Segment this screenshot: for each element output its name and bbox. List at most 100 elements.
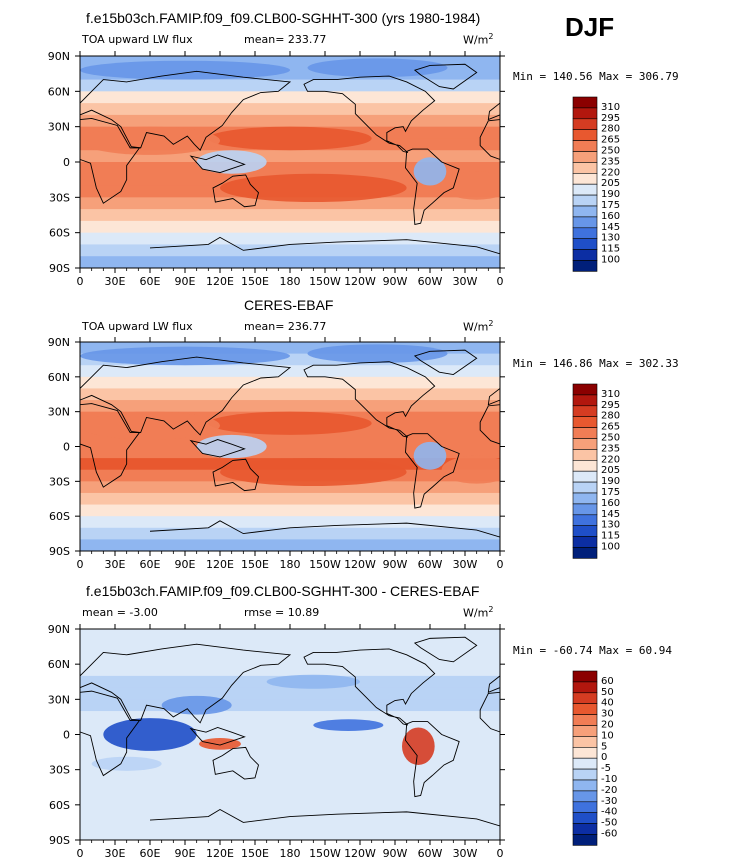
colorbar-swatch [572, 194, 598, 207]
coastline-eurasia [487, 102, 500, 121]
colorbar-swatch [572, 260, 598, 272]
contour-band [80, 828, 500, 840]
colorbar-label: 310 [601, 102, 620, 113]
panel-1-minmax: Min = 140.56 Max = 306.79 [513, 70, 679, 83]
colorbar-label: 10 [601, 730, 614, 741]
contour-region [208, 411, 372, 435]
x-tick-label: 30E [105, 275, 126, 288]
contour-band [80, 492, 500, 506]
colorbar-swatch [572, 227, 598, 240]
colorbar-label: 250 [601, 433, 620, 444]
colorbar-label: 30 [601, 709, 614, 720]
contour-band [80, 687, 500, 700]
colorbar-label: 235 [601, 156, 620, 167]
y-tick-label: 30N [48, 693, 70, 706]
coastline-samerica [405, 148, 460, 225]
colorbar-swatch [572, 173, 598, 185]
panel-3-minmax: Min = -60.74 Max = 60.94 [513, 644, 672, 657]
colorbar-label: 235 [601, 443, 620, 454]
coastline-greenland [413, 63, 478, 90]
y-tick-label: 0 [63, 729, 70, 742]
colorbar-swatch [572, 481, 598, 494]
coastline-indonesia [189, 154, 246, 174]
colorbar-label: 130 [601, 520, 620, 531]
coastline-indonesia [189, 726, 246, 746]
panel-3-center-label: rmse = 10.89 [244, 606, 320, 619]
contour-band [80, 220, 500, 234]
contour-band [80, 481, 500, 494]
colorbar-swatch [572, 536, 598, 548]
colorbar-label: 50 [601, 687, 614, 698]
x-tick-label: 90E [175, 847, 196, 860]
x-tick-label: 120E [206, 847, 234, 860]
colorbar-swatch [572, 118, 598, 131]
colorbar-swatch [572, 129, 598, 141]
colorbar-label: -5 [601, 763, 611, 774]
coastline-eurasia [487, 387, 500, 406]
x-tick-label: 180 [280, 558, 301, 571]
colorbar-swatch [572, 438, 598, 450]
y-tick-label: 60S [49, 510, 70, 523]
colorbar-swatch [572, 757, 598, 770]
coastline-namerica [303, 75, 436, 154]
colorbar-swatch [572, 746, 598, 759]
x-tick-label: 60W [418, 847, 443, 860]
contour-region [220, 173, 407, 203]
contour-region [161, 695, 232, 715]
x-tick-label: 120W [344, 558, 376, 571]
contour-band [80, 746, 500, 759]
colorbar-label: 280 [601, 411, 620, 422]
contour-band [80, 400, 500, 413]
y-tick-label: 60N [48, 85, 70, 98]
contour-band [80, 162, 500, 175]
y-tick-label: 90N [48, 336, 70, 349]
coastline-samerica [405, 433, 460, 509]
y-tick-label: 90N [48, 50, 70, 63]
colorbar-swatch [572, 547, 598, 559]
contour-band [80, 781, 500, 794]
x-tick-label: 0 [77, 847, 84, 860]
x-tick-label: 60E [140, 558, 161, 571]
colorbar-2: 3102952802652502352202051901751601451301… [572, 383, 620, 559]
contour-region [220, 458, 407, 486]
contour-band [80, 150, 500, 163]
colorbar-label: 145 [601, 222, 620, 233]
contour-band [80, 757, 500, 771]
colorbar-label: 250 [601, 146, 620, 157]
y-tick-label: 60S [49, 227, 70, 240]
contour-region [266, 674, 361, 689]
colorbar-swatch [572, 216, 598, 229]
colorbar-label: -60 [601, 829, 617, 840]
coastline-antarctica [80, 236, 500, 268]
coastline-eurasia [80, 643, 292, 724]
contour-band [80, 197, 500, 210]
y-tick-label: 30N [48, 121, 70, 134]
y-tick-label: 30S [49, 475, 70, 488]
x-tick-label: 30W [453, 275, 478, 288]
panel-3-units: W/m2 [463, 605, 494, 620]
colorbar-swatch [572, 681, 598, 694]
colorbar-swatch [572, 525, 598, 537]
x-tick-label: 0 [497, 847, 504, 860]
colorbar-label: 130 [601, 233, 620, 244]
contour-band [80, 388, 500, 401]
coastline-australia [212, 458, 260, 492]
colorbar-label: 145 [601, 509, 620, 520]
coastline-namerica [303, 648, 436, 726]
x-tick-label: 120E [206, 275, 234, 288]
colorbar-swatch [572, 703, 598, 715]
y-tick-label: 30S [49, 764, 70, 777]
coastline-australia [212, 174, 260, 208]
coastline-namerica [303, 361, 436, 438]
colorbar-label: 100 [601, 542, 620, 553]
x-tick-label: 90E [175, 275, 196, 288]
contour-region [413, 157, 447, 186]
colorbar-label: 205 [601, 178, 620, 189]
contour-region [307, 58, 448, 78]
contour-region [103, 718, 197, 751]
contour-band [80, 769, 500, 782]
colorbar-swatch [572, 249, 598, 261]
contour-band [80, 699, 500, 712]
